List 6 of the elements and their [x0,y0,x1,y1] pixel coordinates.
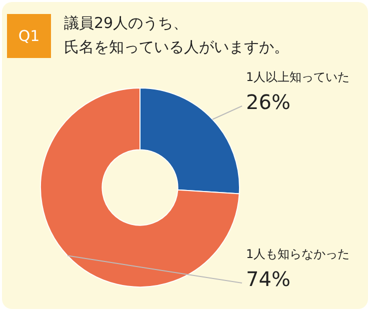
data-label: 74% [246,267,290,292]
chart-title: 議員29人のうち、氏名を知っている人がいますか。 [64,13,289,58]
data-label: 26% [246,90,290,114]
slice-label: 1人も知らなかった [246,247,350,262]
slice-label: 1人以上知っていた [246,70,350,84]
text: Q1 [7,14,51,58]
